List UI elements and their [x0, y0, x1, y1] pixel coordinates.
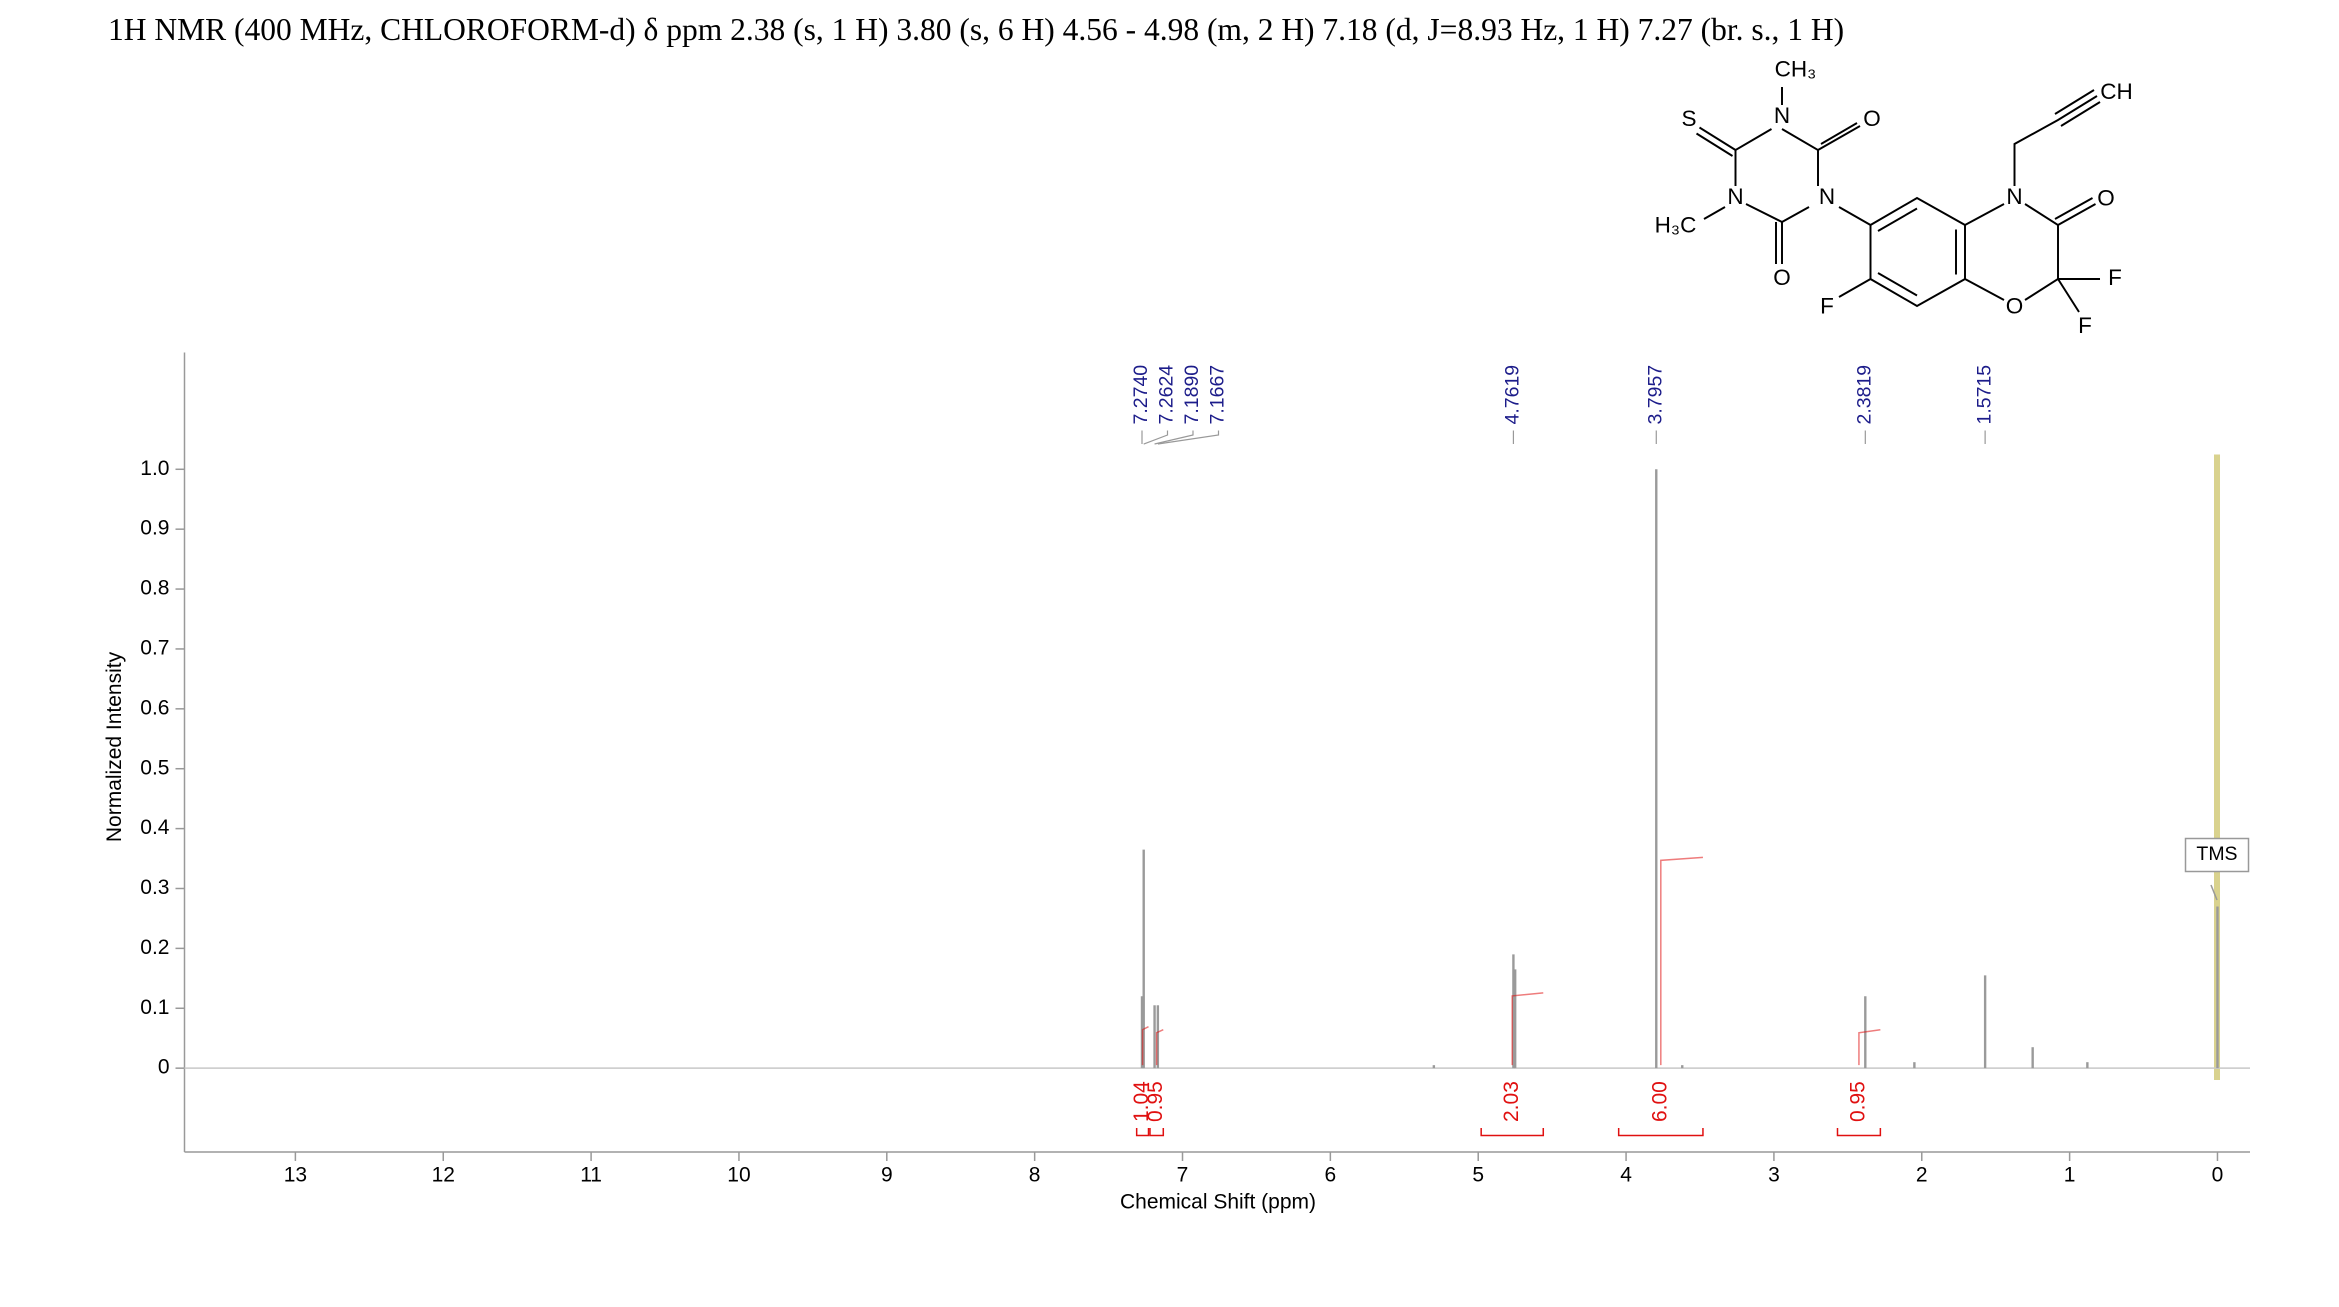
annotation-leader — [2210, 884, 2218, 901]
atom-label: F — [2108, 265, 2122, 290]
x-tick-label: 11 — [580, 1164, 602, 1187]
peak-label: 4.7619 — [1502, 365, 1524, 425]
bond — [2024, 197, 2101, 313]
integral-bracket — [1135, 1128, 1150, 1137]
y-axis-label: Normalized Intensity — [103, 651, 126, 842]
x-tick-label: 7 — [1177, 1164, 1189, 1187]
atom-label: N — [2006, 184, 2022, 209]
chart-title: 1H NMR (400 MHz, CHLOROFORM-d) δ ppm 2.3… — [108, 12, 1844, 47]
integral-bracket — [1480, 1128, 1545, 1137]
peak-label-leader — [1143, 430, 1169, 445]
x-tick-label: 2 — [1916, 1164, 1928, 1187]
atom-label: S — [1681, 106, 1696, 131]
integral-bracket — [1836, 1128, 1882, 1137]
atom-label: F — [1820, 293, 1834, 318]
y-tick-label: 0.4 — [140, 816, 170, 839]
y-tick-label: 0.8 — [140, 577, 169, 600]
annotation: TMS — [2196, 843, 2237, 865]
atom-label: H₃C — [1655, 212, 1697, 237]
peak-label: 7.1667 — [1207, 365, 1229, 425]
integral-bracket — [1149, 1128, 1165, 1137]
bond — [1838, 203, 2005, 301]
atom-label: CH — [2100, 79, 2133, 104]
x-tick-label: 5 — [1472, 1164, 1484, 1187]
atom-label: N — [1727, 184, 1743, 209]
x-tick-label: 13 — [284, 1164, 307, 1187]
peak-label: 7.1890 — [1181, 365, 1203, 425]
structure: CH₃ N S O N N H₃C O F N O O F F CH — [1655, 56, 2133, 338]
integral-curve — [1155, 1029, 1164, 1066]
integral-bracket — [1617, 1128, 1704, 1137]
atom-label: N — [1819, 184, 1835, 209]
peak-label: 2.3819 — [1853, 365, 1875, 425]
atom-label: N — [1774, 103, 1790, 128]
y-tick-label: 0.7 — [140, 636, 169, 659]
y-tick-label: 0.3 — [140, 876, 169, 899]
x-tick-label: 8 — [1029, 1164, 1041, 1187]
y-tick-label: 0 — [158, 1056, 170, 1079]
annotation-box — [2184, 837, 2250, 873]
integral-label: 6.00 — [1648, 1081, 1671, 1122]
x-tick-label: 4 — [1620, 1164, 1632, 1187]
bond — [2013, 89, 2101, 187]
peak-label: 3.7957 — [1644, 365, 1666, 425]
integral-label: 0.95 — [1846, 1081, 1869, 1122]
x-tick-label: 3 — [1768, 1164, 1780, 1187]
bond — [1695, 87, 1871, 265]
x-tick-label: 6 — [1325, 1164, 1337, 1187]
y-tick-label: 0.9 — [140, 517, 169, 540]
atom-label: O — [1863, 106, 1881, 131]
atom-label: O — [1773, 265, 1791, 290]
integral-curve — [1660, 856, 1704, 1066]
integral-curve — [1858, 1028, 1881, 1066]
reference-highlight — [2214, 454, 2221, 1081]
integral-curve — [1511, 992, 1544, 1066]
integral-label: 0.95 — [1144, 1081, 1167, 1122]
x-tick-label: 10 — [727, 1164, 750, 1187]
peak-label: 1.5715 — [1973, 365, 1995, 425]
atom-label: CH₃ — [1775, 56, 1817, 81]
y-tick-label: 0.5 — [140, 756, 169, 779]
integral-label: 2.03 — [1500, 1081, 1523, 1122]
atom-label: F — [2078, 313, 2092, 338]
y-tick-label: 0.2 — [140, 936, 169, 959]
y-tick-label: 0.1 — [140, 996, 169, 1019]
x-tick-label: 1 — [2064, 1164, 2076, 1187]
y-tick-label: 0.6 — [140, 696, 169, 719]
atom-label: O — [2097, 185, 2115, 210]
peak-label-leader — [1154, 430, 1194, 445]
x-tick-label: 0 — [2212, 1164, 2224, 1187]
x-tick-label: 9 — [881, 1164, 893, 1187]
peak-label: 7.2740 — [1130, 365, 1152, 425]
x-tick-label: 12 — [432, 1164, 455, 1187]
integral-label: 1.04 — [1130, 1081, 1153, 1122]
x-axis-label: Chemical Shift (ppm) — [1120, 1191, 1316, 1214]
integral-curve — [1141, 1025, 1149, 1066]
y-tick-label: 1.0 — [140, 457, 169, 480]
peak-label: 7.2624 — [1156, 365, 1178, 425]
atom-label: O — [2006, 293, 2024, 318]
peak-label-leader — [1157, 430, 1220, 445]
